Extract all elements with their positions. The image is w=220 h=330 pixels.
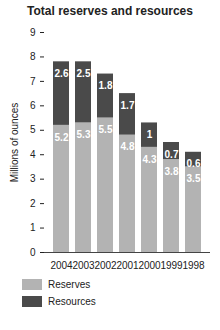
svg-text:4.3: 4.3 [143,154,157,165]
svg-text:2001: 2001 [116,260,139,271]
svg-text:5: 5 [30,124,36,135]
svg-text:5.2: 5.2 [55,132,69,143]
svg-text:3.5: 3.5 [187,173,201,184]
svg-text:0: 0 [30,247,36,258]
svg-text:2003: 2003 [72,260,95,271]
svg-text:9: 9 [30,27,36,38]
svg-text:2000: 2000 [138,260,161,271]
svg-text:4: 4 [30,149,36,160]
svg-text:2.6: 2.6 [55,68,69,79]
svg-text:Millions of ounces: Millions of ounces [9,103,20,182]
svg-text:1: 1 [147,129,153,140]
svg-text:6: 6 [30,100,36,111]
svg-text:4.8: 4.8 [121,141,135,152]
svg-text:1.7: 1.7 [121,100,135,111]
svg-text:8: 8 [30,51,36,62]
svg-text:1999: 1999 [160,260,183,271]
svg-text:1: 1 [30,222,36,233]
svg-text:3: 3 [30,173,36,184]
svg-text:0.7: 0.7 [165,149,179,160]
svg-text:2: 2 [30,198,36,209]
svg-text:0.6: 0.6 [187,158,201,169]
html-text:Reserves: Reserves [48,279,91,290]
svg-text:5.3: 5.3 [77,129,91,140]
svg-text:7: 7 [30,76,36,87]
svg-text:2002: 2002 [94,260,117,271]
svg-text:3.8: 3.8 [165,166,179,177]
svg-text:2.5: 2.5 [77,68,91,79]
html-text:Resources: Resources [48,296,96,307]
svg-text:5.5: 5.5 [99,124,113,135]
html-text:Total reserves and resources: Total reserves and resources [27,4,193,18]
svg-text:1998: 1998 [182,260,205,271]
svg-text:1.8: 1.8 [99,80,113,91]
svg-text:2004: 2004 [50,260,73,271]
